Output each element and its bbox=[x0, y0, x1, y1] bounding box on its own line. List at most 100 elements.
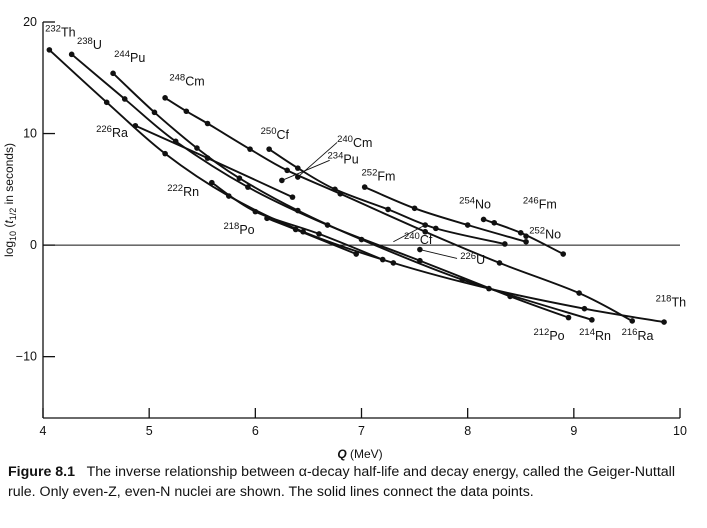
data-point bbox=[464, 222, 471, 228]
data-point bbox=[162, 150, 168, 157]
data-point bbox=[502, 241, 508, 247]
data-point bbox=[496, 260, 503, 266]
nuclide-label-218-th: 218Th bbox=[656, 293, 686, 309]
data-point bbox=[264, 215, 270, 222]
data-point bbox=[480, 216, 487, 223]
mass-number: 218 bbox=[223, 221, 239, 232]
element-symbol: Rn bbox=[595, 329, 611, 343]
data-point bbox=[151, 109, 158, 116]
nuclide-label-240-cm: 240Cm bbox=[337, 134, 372, 150]
data-point bbox=[361, 184, 368, 190]
mass-number: 252 bbox=[529, 225, 545, 236]
data-point bbox=[411, 205, 418, 212]
series-line-252-fm bbox=[364, 186, 527, 243]
data-point bbox=[292, 226, 299, 233]
mass-number: 234 bbox=[328, 151, 344, 162]
data-point-226-u bbox=[417, 246, 423, 253]
element-symbol: Fm bbox=[539, 197, 557, 211]
data-point bbox=[507, 293, 513, 300]
data-point bbox=[121, 96, 128, 102]
element-symbol: Pu bbox=[343, 153, 358, 167]
data-point bbox=[284, 167, 290, 174]
element-symbol: Cf bbox=[420, 233, 433, 247]
x-tick-label: 10 bbox=[673, 424, 687, 438]
mass-number: 254 bbox=[459, 195, 475, 206]
caption-text: The inverse relationship between α-decay… bbox=[8, 464, 675, 500]
data-point bbox=[300, 228, 306, 235]
mass-number: 222 bbox=[167, 183, 183, 194]
nuclide-label-246-fm: 246Fm bbox=[523, 195, 557, 211]
data-point bbox=[204, 155, 211, 161]
data-point bbox=[576, 290, 582, 296]
data-point bbox=[162, 95, 168, 101]
data-point bbox=[390, 260, 397, 266]
nuclide-label-238-u: 238U bbox=[77, 36, 102, 52]
data-point bbox=[132, 122, 139, 129]
nuclide-label-212-po: 212Po bbox=[533, 327, 564, 343]
nuclide-label-218-po: 218Po bbox=[223, 221, 254, 237]
element-symbol: U bbox=[93, 38, 102, 52]
nuclide-label-214-rn: 214Rn bbox=[579, 327, 611, 343]
element-symbol: Rn bbox=[183, 185, 199, 199]
nuclide-label-244-pu: 244Pu bbox=[114, 49, 145, 65]
element-symbol: Th bbox=[671, 295, 686, 309]
y-axis-label: log10 (t1/2 in seconds) bbox=[2, 143, 18, 257]
data-point bbox=[486, 285, 492, 292]
data-point bbox=[209, 179, 215, 186]
element-symbol: Th bbox=[61, 26, 76, 40]
data-point bbox=[110, 70, 116, 77]
mass-number: 214 bbox=[579, 327, 595, 338]
data-point bbox=[172, 138, 179, 145]
mass-number: 248 bbox=[169, 73, 185, 84]
element-symbol: No bbox=[545, 227, 561, 241]
element-symbol: Ra bbox=[637, 329, 653, 343]
series-line-248-cm bbox=[164, 97, 633, 322]
x-tick-label: 7 bbox=[358, 424, 365, 438]
data-point-240-cf bbox=[422, 222, 429, 228]
nuclide-label-226-ra: 226Ra bbox=[96, 124, 128, 140]
data-point bbox=[385, 206, 391, 213]
data-point bbox=[379, 256, 386, 263]
leader-line bbox=[393, 224, 426, 243]
data-point-246-fm bbox=[491, 219, 498, 226]
x-axis-label: Q (MeV) bbox=[337, 447, 382, 461]
data-point bbox=[183, 108, 190, 115]
data-point bbox=[332, 186, 338, 193]
x-tick-label: 5 bbox=[146, 424, 153, 438]
element-symbol: Pu bbox=[130, 51, 145, 65]
data-point bbox=[252, 208, 259, 215]
data-point bbox=[589, 317, 595, 323]
data-point bbox=[289, 194, 296, 200]
data-point-240-cm bbox=[295, 174, 301, 180]
mass-number: 240 bbox=[337, 134, 353, 145]
mass-number: 232 bbox=[45, 24, 61, 35]
data-point bbox=[517, 230, 524, 236]
nuclide-label-250-cf: 250Cf bbox=[261, 126, 290, 142]
figure-label: Figure 8.1 bbox=[8, 464, 76, 480]
x-tick-label: 6 bbox=[252, 424, 259, 438]
data-point bbox=[194, 145, 200, 151]
nuclide-label-216-ra: 216Ra bbox=[622, 327, 654, 343]
element-symbol: Cf bbox=[277, 128, 290, 142]
mass-number: 244 bbox=[114, 49, 130, 60]
mass-number: 238 bbox=[77, 36, 93, 47]
data-point bbox=[103, 99, 110, 106]
nuclide-label-252-fm: 252Fm bbox=[362, 167, 396, 183]
data-point bbox=[68, 51, 75, 58]
nuclide-label-252-no: 252No bbox=[529, 225, 561, 241]
data-point bbox=[581, 305, 588, 312]
mass-number: 240 bbox=[404, 231, 420, 242]
element-symbol: Cm bbox=[353, 136, 372, 150]
data-point bbox=[295, 165, 301, 171]
data-point bbox=[266, 146, 272, 152]
mass-number: 246 bbox=[523, 195, 539, 206]
element-symbol: Fm bbox=[377, 169, 395, 183]
data-point bbox=[629, 318, 636, 324]
data-point bbox=[225, 193, 232, 199]
data-point bbox=[316, 231, 322, 237]
data-point bbox=[661, 319, 667, 325]
data-point bbox=[422, 228, 429, 235]
data-point bbox=[523, 238, 529, 245]
nuclide-label-232-th: 232Th bbox=[45, 24, 75, 40]
